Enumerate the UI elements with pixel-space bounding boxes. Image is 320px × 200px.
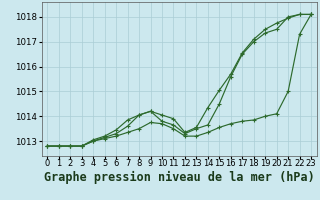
X-axis label: Graphe pression niveau de la mer (hPa): Graphe pression niveau de la mer (hPa) <box>44 171 315 184</box>
